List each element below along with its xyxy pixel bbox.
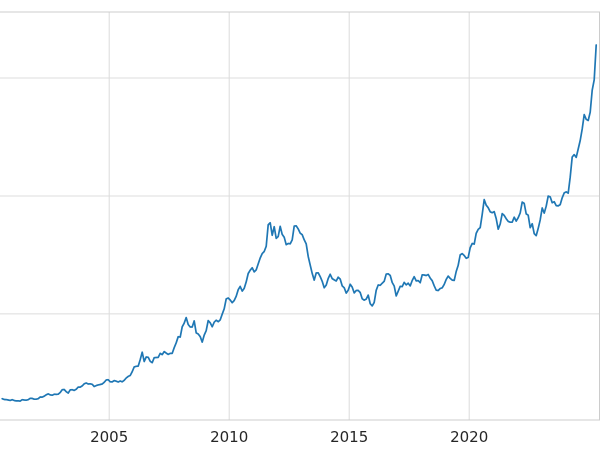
- x-tick-label: 2020: [450, 428, 488, 446]
- data-line-series: [1, 44, 598, 402]
- x-tick-label: 2010: [210, 428, 248, 446]
- x-tick-label: 2005: [90, 428, 128, 446]
- x-tick-label: 2015: [330, 428, 368, 446]
